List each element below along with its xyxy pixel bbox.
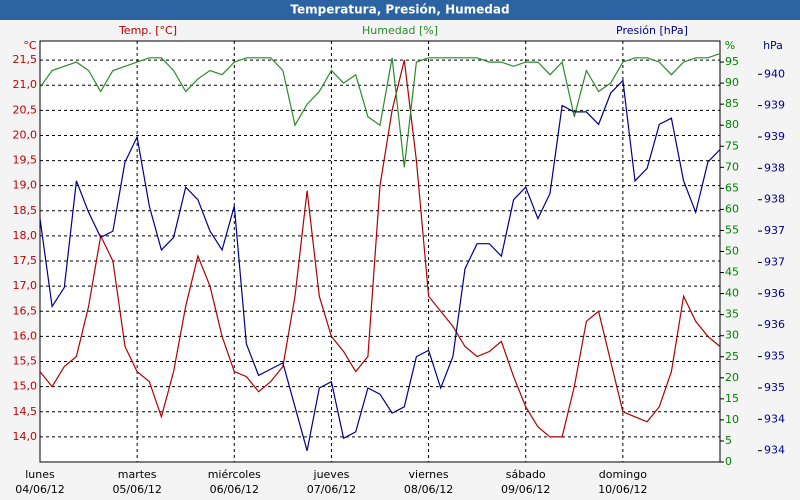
y-tick-label: 15,5: [13, 355, 38, 368]
y-tick-label: 14,0: [13, 430, 38, 443]
y2-tick-label: 65: [725, 181, 739, 194]
y3-tick-label: 936: [764, 318, 785, 331]
y3-tick-label: 934: [764, 412, 785, 425]
y3-tick-label: 934: [764, 444, 785, 457]
y2-tick-label: 70: [725, 160, 739, 173]
y-tick-label: 18,0: [13, 229, 38, 242]
y2-tick-label: 25: [725, 350, 739, 363]
y2-tick-label: 55: [725, 223, 739, 236]
y2-tick-label: 15: [725, 392, 739, 405]
y-unit: °C: [23, 39, 37, 52]
x-tick-label: 07/06/12: [307, 483, 356, 496]
legend-entry: Presión [hPa]: [616, 24, 688, 37]
series-line: [39, 79, 721, 451]
y2-tick-label: 20: [725, 371, 739, 384]
y2-tick-label: 50: [725, 245, 739, 258]
x-tick-label: domingo: [599, 468, 647, 481]
x-tick-label: 08/06/12: [404, 483, 453, 496]
y3-unit: hPa: [763, 39, 783, 52]
y2-tick-label: 90: [725, 76, 739, 89]
plot-area: [39, 40, 721, 463]
y2-tick-label: 35: [725, 308, 739, 321]
series-line: [39, 59, 721, 438]
x-tick-label: martes: [118, 468, 157, 481]
y3-tick-label: 937: [764, 255, 785, 268]
y-tick-label: 20,0: [13, 128, 38, 141]
y2-tick-label: 80: [725, 118, 739, 131]
y-tick-label: 16,0: [13, 329, 38, 342]
y2-tick-label: 45: [725, 266, 739, 279]
y-tick-label: 20,5: [13, 103, 38, 116]
y-tick-label: 21,0: [13, 78, 38, 91]
y-tick-label: 15,0: [13, 380, 38, 393]
y-tick-label: 17,0: [13, 279, 38, 292]
x-tick-label: lunes: [25, 468, 55, 481]
y-tick-label: 19,0: [13, 179, 38, 192]
y2-tick-label: 0: [725, 455, 732, 468]
y3-tick-label: 939: [764, 99, 785, 112]
legend-entry: Humedad [%]: [362, 24, 438, 37]
y-tick-label: 18,5: [13, 204, 38, 217]
y-tick-label: 16,5: [13, 304, 38, 317]
y3-tick-label: 940: [764, 67, 785, 80]
x-tick-label: sábado: [506, 468, 546, 481]
x-tick-label: 10/06/12: [598, 483, 647, 496]
y2-tick-label: 10: [725, 413, 739, 426]
y3-tick-label: 935: [764, 350, 785, 363]
y2-tick-label: 30: [725, 329, 739, 342]
y3-tick-label: 938: [764, 193, 785, 206]
y3-tick-label: 936: [764, 287, 785, 300]
x-tick-label: jueves: [313, 468, 350, 481]
x-tick-label: 06/06/12: [210, 483, 259, 496]
y2-unit: %: [725, 39, 735, 52]
series-line: [39, 53, 721, 168]
y2-tick-label: 60: [725, 202, 739, 215]
y-tick-label: 19,5: [13, 154, 38, 167]
title-bar: [0, 0, 800, 20]
chart-title: Temperatura, Presión, Humedad: [290, 3, 509, 17]
y2-tick-label: 85: [725, 97, 739, 110]
y2-tick-label: 5: [725, 434, 732, 447]
y2-tick-label: 95: [725, 55, 739, 68]
y2-tick-label: 40: [725, 287, 739, 300]
x-tick-label: viernes: [409, 468, 449, 481]
legend-entry: Temp. [°C]: [118, 24, 177, 37]
x-tick-label: 09/06/12: [501, 483, 550, 496]
y3-tick-label: 938: [764, 161, 785, 174]
y3-tick-label: 937: [764, 224, 785, 237]
x-tick-label: 04/06/12: [15, 483, 64, 496]
x-tick-label: 05/06/12: [112, 483, 161, 496]
y3-tick-label: 939: [764, 130, 785, 143]
y-tick-label: 21,5: [13, 53, 38, 66]
y-tick-label: 17,5: [13, 254, 38, 267]
y-tick-label: 14,5: [13, 405, 38, 418]
y2-tick-label: 75: [725, 139, 739, 152]
y3-tick-label: 935: [764, 381, 785, 394]
x-tick-label: miércoles: [208, 468, 261, 481]
